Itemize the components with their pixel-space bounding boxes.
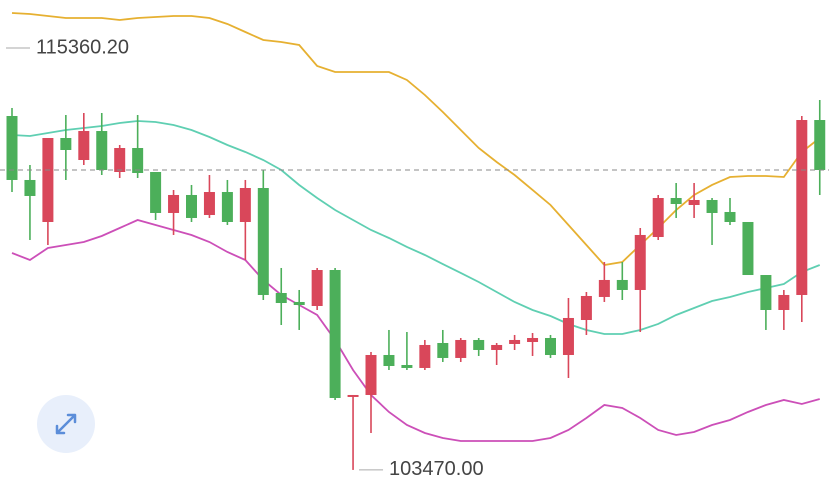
candle-body [221,192,233,222]
candle-body [778,294,790,310]
candle-body [473,339,485,350]
candle-body [634,234,646,290]
candle-body [96,131,108,171]
candle-body [168,194,180,213]
candle-body [257,187,269,295]
candle-body [545,337,556,355]
candle-body [509,339,521,344]
candle-body [150,171,162,213]
candle-body [455,339,467,358]
candle-body [706,199,718,213]
candle-body [60,138,72,150]
candle-body [293,301,305,305]
candle-body [760,275,772,310]
candle-body [24,179,36,196]
candle-body [114,148,126,172]
annotation-label: 115360.20 [36,36,129,58]
candle-body [616,279,628,290]
expand-button[interactable] [37,395,95,453]
candle-body [527,337,539,343]
candle-body [132,148,144,173]
band-line [11,120,821,335]
candle-body [239,187,251,222]
candle-body [6,116,18,180]
expand-icon[interactable] [55,413,77,435]
band-line [11,219,820,442]
candle-body [491,344,503,350]
candle-body [796,120,808,295]
candle-body [42,138,54,222]
candle-body [78,131,90,161]
band-line [11,12,821,266]
candle-body [437,342,449,358]
candle-body [419,344,431,368]
candle-body [688,199,700,205]
candle-body [329,270,341,399]
candle-body [365,354,377,395]
candle-body [580,295,592,321]
candle-body [724,211,736,222]
candle-body [203,192,215,216]
candle-body [383,354,395,366]
candle-body [311,270,323,306]
candle-body [275,292,287,304]
annotation-label: 103470.00 [389,458,484,480]
candle-body [652,198,664,238]
candle-body [186,194,197,218]
candle-body [742,221,754,276]
candle-body [401,364,413,368]
candle-body [598,279,610,297]
candle-body [347,394,359,397]
candle-body [562,317,574,355]
candle-body [814,120,826,171]
candle-body [670,198,682,205]
